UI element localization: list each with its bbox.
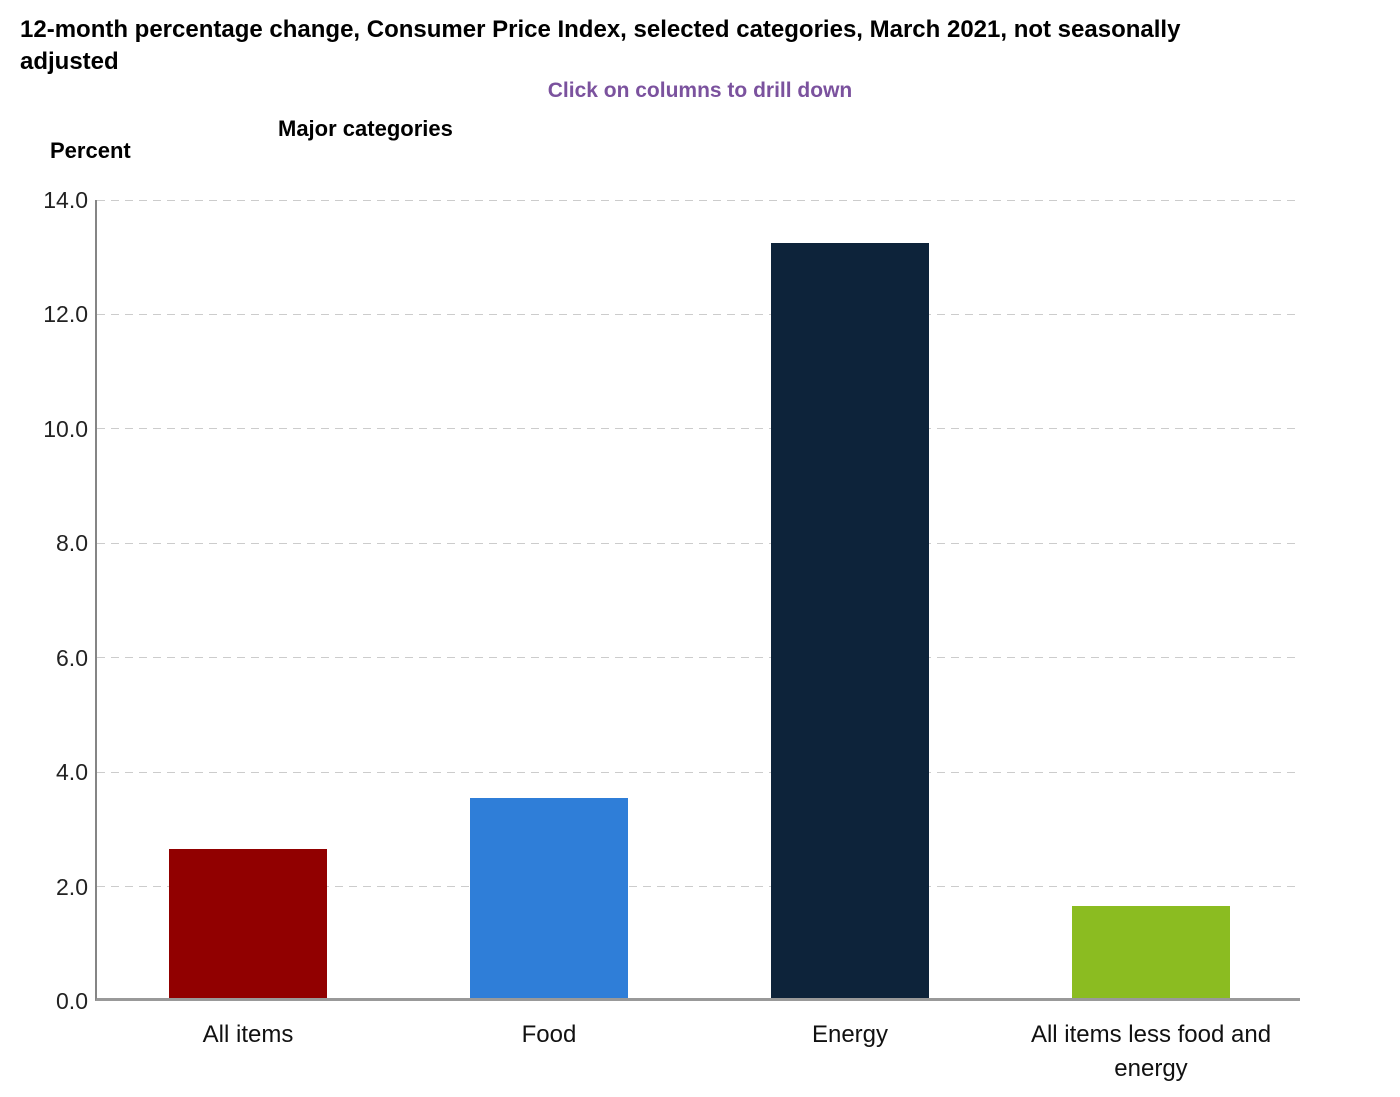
x-axis-title: Major categories bbox=[278, 116, 453, 141]
bar-energy[interactable] bbox=[771, 243, 929, 998]
plot-area bbox=[95, 199, 1300, 1001]
bar-all-items-less-food-and-energy[interactable] bbox=[1072, 906, 1230, 998]
y-tick-label-4.0: 4.0 bbox=[56, 759, 88, 785]
chart-title: 12-month percentage change, Consumer Pri… bbox=[20, 16, 1181, 75]
x-category-label-food: Food bbox=[521, 1021, 577, 1048]
gridline-4 bbox=[97, 771, 1300, 773]
y-tick-label-10.0: 10.0 bbox=[43, 416, 88, 442]
bar-all-items[interactable] bbox=[169, 849, 327, 998]
y-tick-label-14.0: 14.0 bbox=[43, 187, 88, 213]
y-tick-label-12.0: 12.0 bbox=[43, 301, 88, 327]
y-tick-label-2.0: 2.0 bbox=[56, 874, 88, 900]
bar-food[interactable] bbox=[470, 798, 628, 998]
x-category-label-all-items: All items bbox=[202, 1021, 294, 1048]
x-category-label-all-items-less-food-and-energy: All items less food and energy bbox=[1030, 1021, 1272, 1082]
x-category-label-energy: Energy bbox=[811, 1021, 889, 1048]
drilldown-instruction: Click on columns to drill down bbox=[547, 79, 853, 102]
gridline-8 bbox=[97, 542, 1300, 544]
y-tick-label-6.0: 6.0 bbox=[56, 645, 88, 671]
gridline-12 bbox=[97, 313, 1300, 315]
y-axis-title: Percent bbox=[50, 138, 131, 163]
y-tick-label-0.0: 0.0 bbox=[56, 988, 88, 1014]
y-tick-label-8.0: 8.0 bbox=[56, 530, 88, 556]
gridline-6 bbox=[97, 657, 1300, 659]
gridline-14 bbox=[97, 199, 1300, 201]
gridline-10 bbox=[97, 428, 1300, 430]
